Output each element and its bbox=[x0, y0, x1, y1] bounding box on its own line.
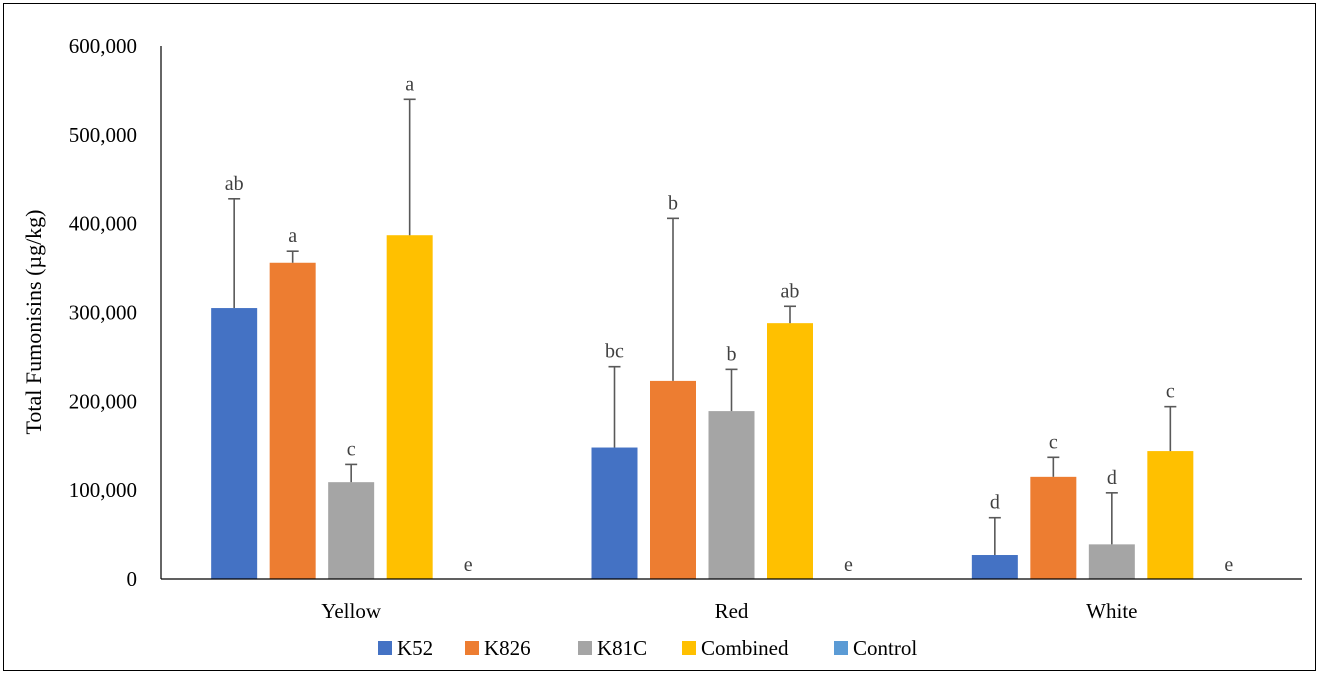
bar bbox=[971, 555, 1018, 579]
y-tick-label: 100,000 bbox=[69, 478, 137, 502]
y-axis: 0 100,000 200,000 300,000 400,000 500,000 600,… bbox=[69, 34, 162, 591]
legend-swatch bbox=[378, 641, 392, 655]
legend: K52 K826 K81C Combined Control bbox=[378, 636, 917, 660]
bar bbox=[1147, 451, 1194, 579]
bar bbox=[591, 447, 638, 579]
y-tick-label: 500,000 bbox=[69, 123, 137, 147]
significance-label: c bbox=[347, 438, 356, 460]
significance-label: a bbox=[288, 225, 297, 247]
y-tick-label: 0 bbox=[127, 567, 138, 591]
bar bbox=[1088, 544, 1135, 579]
significance-label: d bbox=[990, 492, 1000, 514]
legend-label: K52 bbox=[397, 636, 433, 660]
y-tick-label: 400,000 bbox=[69, 212, 137, 236]
significance-label: b bbox=[668, 192, 678, 214]
y-axis-label: Total Fumonisins (µg/kg) bbox=[21, 209, 46, 434]
legend-label: K826 bbox=[484, 636, 531, 660]
bar bbox=[328, 482, 375, 579]
significance-label: e bbox=[1224, 554, 1233, 576]
significance-label: e bbox=[464, 554, 473, 576]
legend-swatch bbox=[578, 641, 592, 655]
y-tick-label: 300,000 bbox=[69, 301, 137, 325]
x-tick-label: White bbox=[1086, 599, 1137, 623]
bars: ab a c a e bc b b ab e d c d c e bbox=[211, 73, 1233, 579]
x-tick-label: Yellow bbox=[321, 599, 382, 623]
significance-label: a bbox=[405, 73, 414, 95]
legend-swatch bbox=[834, 641, 848, 655]
significance-label: e bbox=[844, 554, 853, 576]
legend-swatch bbox=[465, 641, 479, 655]
legend-label: K81C bbox=[597, 636, 647, 660]
legend-label: Control bbox=[853, 636, 917, 660]
x-axis: Yellow Red White bbox=[161, 578, 1302, 623]
bar bbox=[650, 380, 696, 579]
bar bbox=[708, 411, 755, 579]
y-tick-label: 200,000 bbox=[69, 389, 137, 413]
significance-label: b bbox=[727, 343, 737, 365]
significance-label: ab bbox=[781, 280, 800, 302]
bar bbox=[386, 235, 433, 579]
significance-label: c bbox=[1049, 431, 1058, 453]
y-tick-label: 600,000 bbox=[69, 34, 137, 58]
bar bbox=[767, 323, 813, 579]
significance-label: d bbox=[1107, 467, 1117, 489]
bar bbox=[269, 262, 316, 579]
significance-label: c bbox=[1166, 381, 1175, 403]
legend-label: Combined bbox=[701, 636, 789, 660]
legend-swatch bbox=[682, 641, 696, 655]
significance-label: ab bbox=[225, 173, 244, 195]
x-tick-label: Red bbox=[715, 599, 749, 623]
significance-label: bc bbox=[605, 341, 624, 363]
bar bbox=[1030, 476, 1077, 579]
bar bbox=[211, 308, 258, 579]
